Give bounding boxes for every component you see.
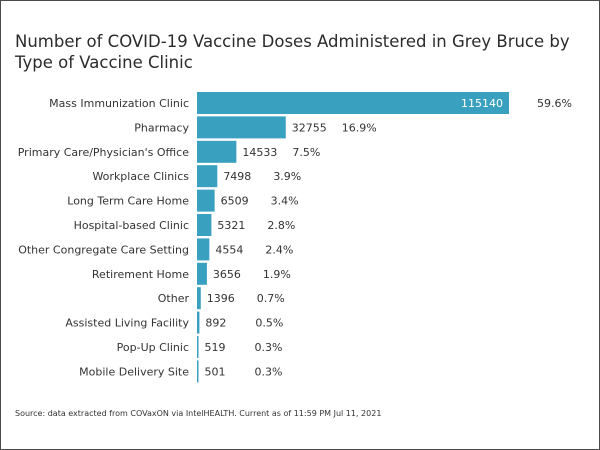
percent-label: 0.5%: [255, 317, 283, 330]
category-label: Primary Care/Physician's Office: [18, 146, 189, 159]
bar: [197, 165, 218, 188]
bar: [197, 262, 207, 285]
chart-title: Number of COVID-19 Vaccine Doses Adminis…: [15, 32, 570, 72]
percent-label: 0.3%: [255, 341, 283, 354]
category-label: Pharmacy: [134, 121, 189, 134]
percent-label: 16.9%: [342, 121, 377, 134]
category-label: Mobile Delivery Site: [79, 365, 189, 378]
category-label: Mass Immunization Clinic: [49, 97, 189, 110]
value-label: 3656: [213, 268, 241, 281]
value-label: 115140: [461, 97, 503, 110]
bar: [197, 311, 200, 334]
bar: [197, 140, 237, 163]
value-label: 4554: [215, 243, 243, 256]
bar: [197, 214, 212, 236]
percent-label: 3.4%: [271, 195, 299, 208]
value-label: 7498: [223, 170, 251, 183]
percent-label: 7.5%: [292, 146, 320, 159]
source-note: Source: data extracted from COVaxON via …: [15, 409, 382, 418]
category-label: Other Congregate Care Setting: [18, 243, 189, 256]
value-label: 6509: [221, 195, 249, 208]
percent-label: 2.8%: [267, 219, 295, 232]
bar: [197, 360, 199, 383]
percent-label: 0.3%: [255, 365, 283, 378]
bar: [197, 92, 509, 114]
bar: [197, 336, 199, 358]
value-label: 892: [205, 317, 226, 330]
value-label: 5321: [217, 219, 245, 232]
value-label: 519: [205, 341, 226, 354]
value-label: 32755: [292, 121, 327, 134]
percent-label: 1.9%: [263, 268, 291, 281]
percent-label: 0.7%: [257, 292, 285, 305]
category-label: Retirement Home: [92, 268, 189, 281]
bar: [197, 287, 201, 310]
category-label: Workplace Clinics: [92, 170, 189, 183]
bar: [197, 238, 210, 261]
category-label: Pop-Up Clinic: [117, 341, 189, 354]
category-label: Assisted Living Facility: [65, 317, 189, 330]
category-label: Hospital-based Clinic: [74, 219, 189, 232]
bar: [197, 116, 286, 139]
bar: [197, 189, 215, 212]
percent-label: 3.9%: [273, 170, 301, 183]
value-label: 501: [205, 365, 226, 378]
value-label: 14533: [242, 146, 277, 159]
percent-label: 59.6%: [537, 97, 572, 110]
category-label: Other: [158, 292, 190, 305]
value-label: 1396: [207, 292, 235, 305]
category-label: Long Term Care Home: [67, 195, 189, 208]
percent-label: 2.4%: [265, 243, 293, 256]
